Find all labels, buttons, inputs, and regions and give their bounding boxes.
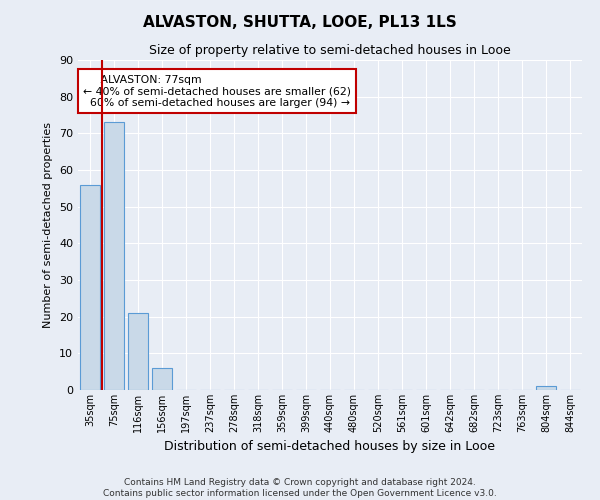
Bar [536,386,556,390]
Y-axis label: Number of semi-detached properties: Number of semi-detached properties [43,122,53,328]
Bar [128,313,148,390]
Text: Contains HM Land Registry data © Crown copyright and database right 2024.
Contai: Contains HM Land Registry data © Crown c… [103,478,497,498]
Bar [104,122,124,390]
Bar [152,368,172,390]
Title: Size of property relative to semi-detached houses in Looe: Size of property relative to semi-detach… [149,44,511,58]
X-axis label: Distribution of semi-detached houses by size in Looe: Distribution of semi-detached houses by … [164,440,496,454]
Text: ALVASTON: 77sqm
← 40% of semi-detached houses are smaller (62)
  60% of semi-det: ALVASTON: 77sqm ← 40% of semi-detached h… [83,75,351,108]
Text: ALVASTON, SHUTTA, LOOE, PL13 1LS: ALVASTON, SHUTTA, LOOE, PL13 1LS [143,15,457,30]
Bar [80,184,100,390]
